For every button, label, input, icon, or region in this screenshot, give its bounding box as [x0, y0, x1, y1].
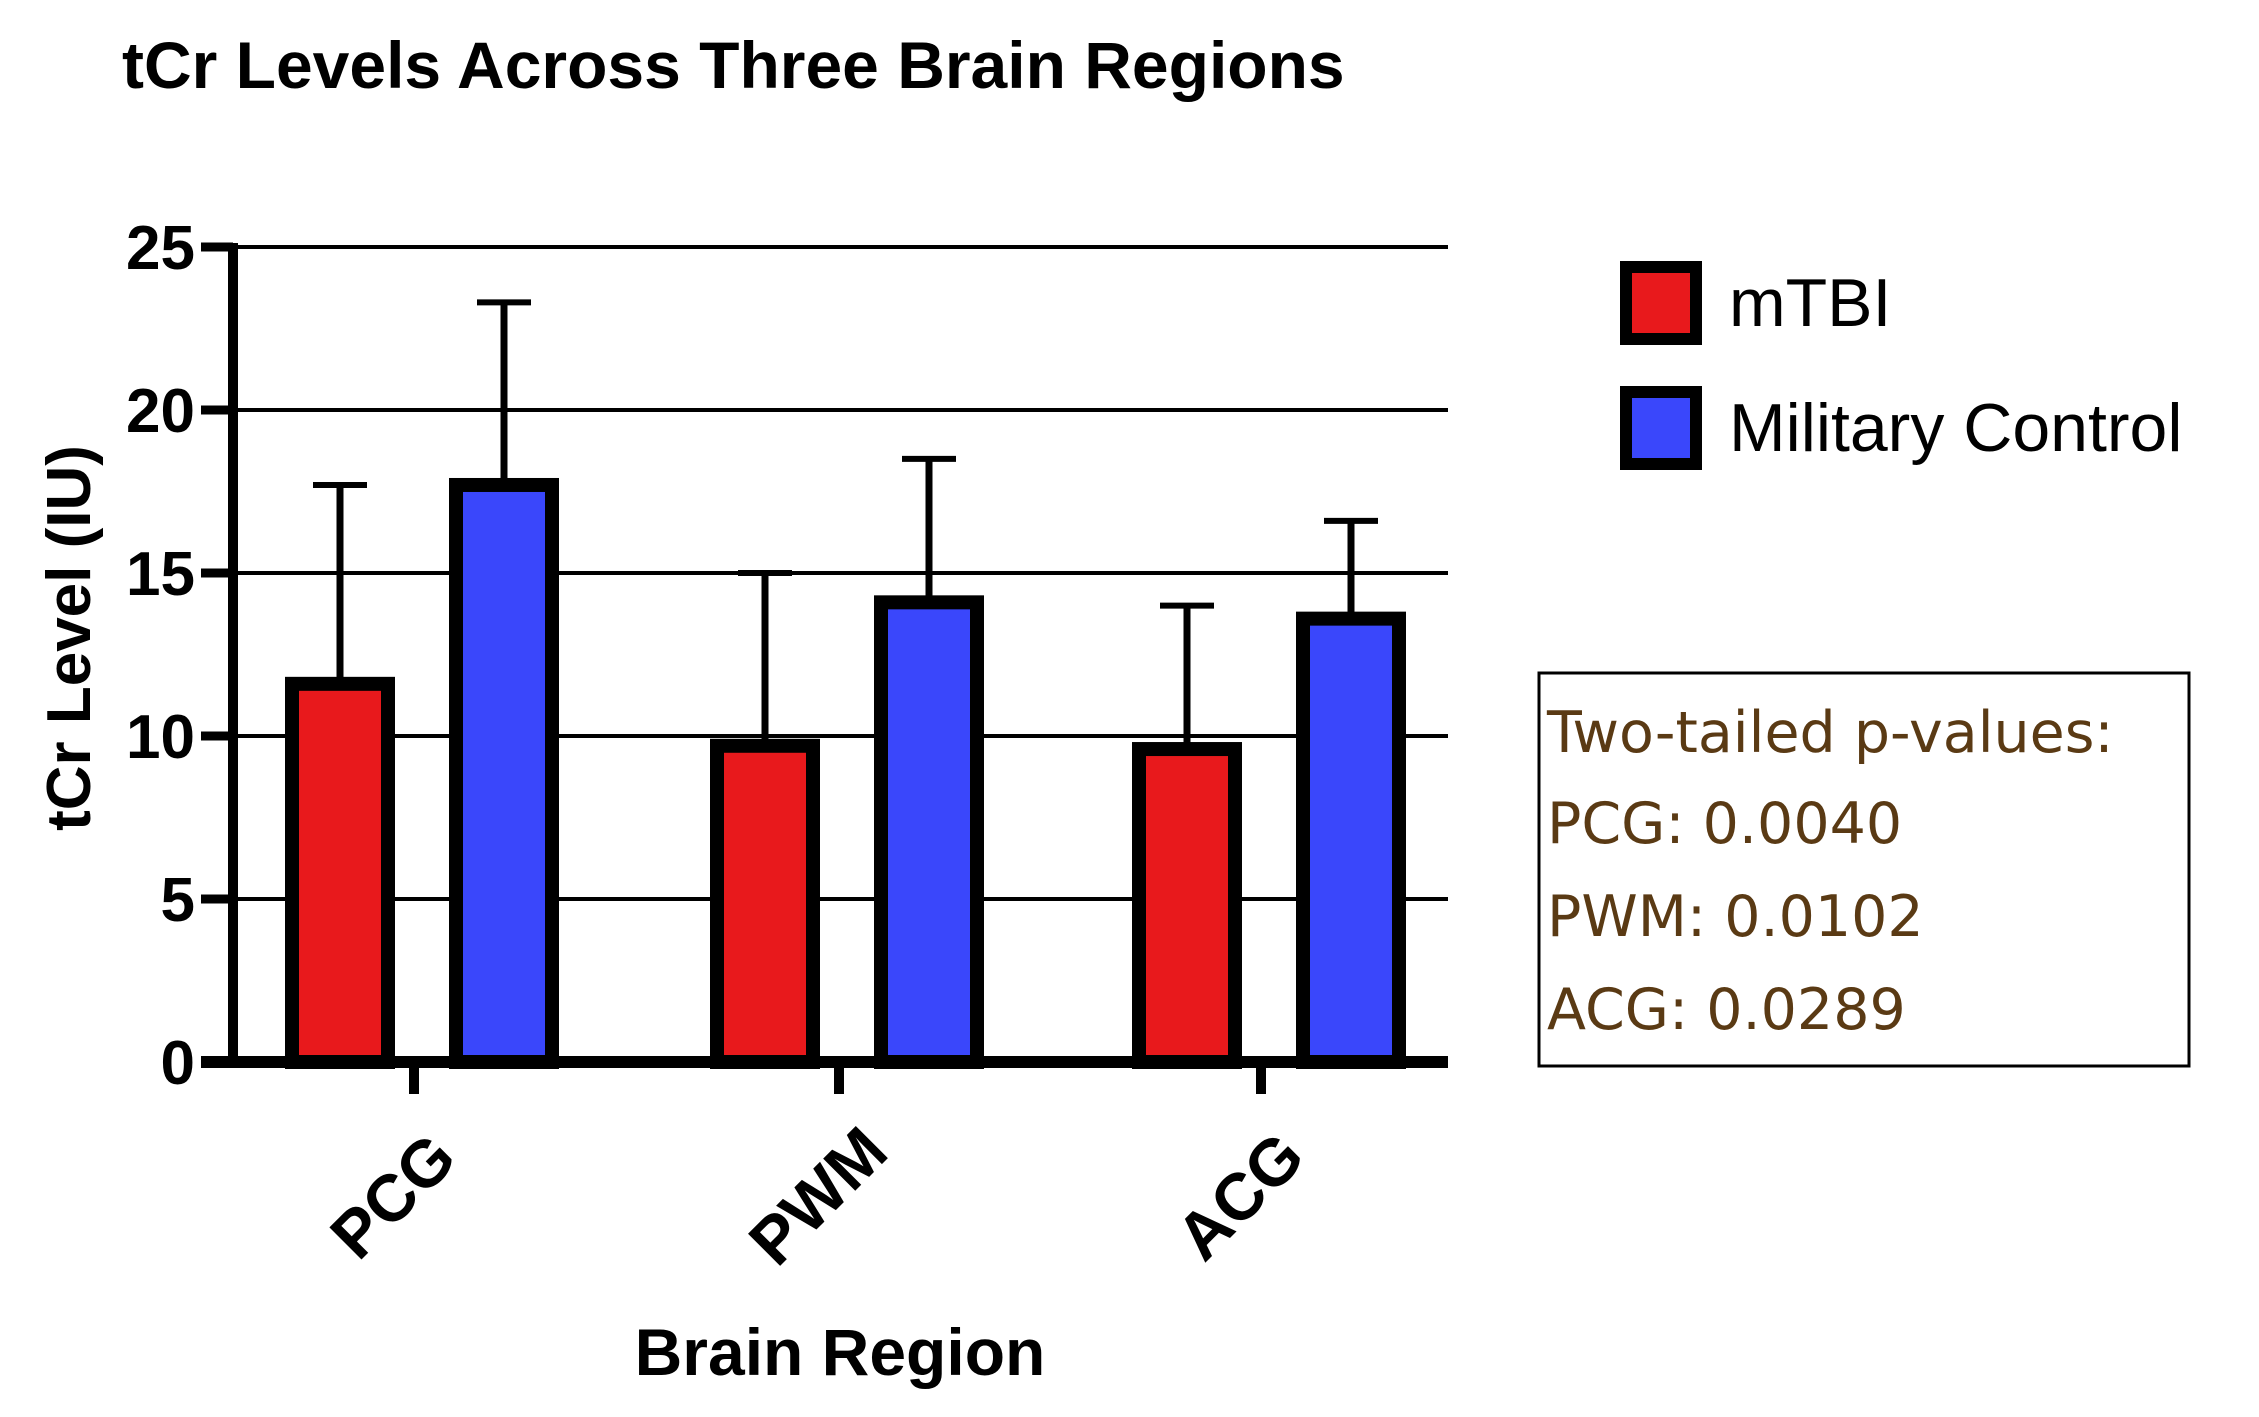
bar-pwm-control — [874, 595, 984, 1070]
y-tick-label: 0 — [161, 1029, 195, 1098]
p-value-line-0: Two-tailed p-values: — [1546, 700, 2114, 766]
x-tick-label: PCG — [316, 1119, 469, 1272]
bar-pcg-mtbi — [285, 676, 395, 1070]
p-value-box-border — [1537, 671, 2191, 1068]
legend-label: mTBI — [1729, 265, 1891, 341]
x-tick-label: ACG — [1162, 1118, 1318, 1274]
bar-pcg-control — [449, 477, 559, 1070]
bar-acg-mtbi — [1132, 742, 1242, 1069]
legend: mTBI Military Control — [1620, 261, 2182, 470]
p-value-line-1: PCG: 0.0040 — [1547, 791, 1902, 857]
bar-pwm-mtbi — [710, 738, 820, 1070]
x-axis-label: Brain Region — [635, 1315, 1046, 1389]
y-tick-label: 5 — [161, 866, 195, 935]
p-value-line-3: ACG: 0.0289 — [1547, 977, 1906, 1043]
y-tick-label: 15 — [126, 540, 195, 609]
bar-acg-control — [1296, 611, 1406, 1069]
y-axis-label: tCr Level (IU) — [35, 445, 104, 831]
legend-swatch — [1620, 261, 1702, 345]
legend-swatch — [1620, 386, 1702, 470]
gridlines — [233, 245, 1448, 901]
y-tick-label: 20 — [126, 377, 195, 446]
legend-label: Military Control — [1729, 390, 2182, 466]
bars — [285, 299, 1406, 1070]
y-tick-label: 10 — [126, 703, 195, 772]
p-value-box: Two-tailed p-values: PCG: 0.0040 PWM: 0.… — [1537, 671, 2191, 1068]
x-tick-label: PWM — [735, 1113, 901, 1279]
p-value-line-2: PWM: 0.0102 — [1547, 884, 1924, 950]
y-tick-label: 25 — [126, 214, 195, 283]
chart-title: tCr Levels Across Three Brain Regions — [122, 28, 1345, 102]
